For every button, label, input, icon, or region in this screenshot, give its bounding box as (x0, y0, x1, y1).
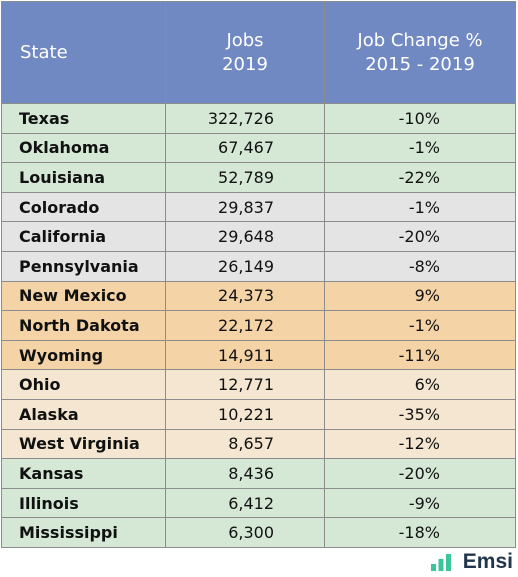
table-row: Mississippi 6,300 -18% (1, 517, 516, 548)
table-row: Pennsylvania 26,149 -8% (1, 250, 516, 282)
job-change-cell: -18% (324, 517, 516, 548)
bar-chart-icon (430, 554, 451, 571)
table-row: Illinois 6,412 -9% (1, 487, 516, 519)
jobs-cell: 6,300 (165, 517, 325, 548)
header-change-line1: Job Change % (357, 29, 483, 51)
job-change-cell: 9% (324, 280, 516, 312)
job-change-cell: -1% (324, 191, 516, 223)
state-cell: Alaska (1, 398, 166, 430)
header-jobs-line1: Jobs (226, 29, 264, 51)
table-row: Ohio 12,771 6% (1, 369, 516, 400)
jobs-cell: 12,771 (165, 369, 325, 400)
job-change-cell: -11% (324, 339, 516, 371)
jobs-cell: 8,657 (165, 428, 325, 460)
jobs-cell: 22,172 (165, 310, 325, 341)
header-change-line2: 2015 - 2019 (365, 53, 475, 75)
state-cell: Pennsylvania (1, 250, 166, 282)
jobs-cell: 24,373 (165, 280, 325, 312)
table-row: Louisiana 52,789 -22% (1, 162, 516, 193)
jobs-cell: 67,467 (165, 132, 325, 164)
table-row: Kansas 8,436 -20% (1, 458, 516, 489)
jobs-cell: 26,149 (165, 250, 325, 282)
state-cell: Oklahoma (1, 132, 166, 164)
table-body: Texas 322,726 -10% Oklahoma 67,467 -1% Louisia… (1, 103, 516, 548)
header-job-change: Job Change % 2015 - 2019 (324, 1, 516, 104)
jobs-cell: 6,412 (165, 487, 325, 519)
job-change-cell: -10% (324, 103, 516, 134)
state-cell: Colorado (1, 191, 166, 223)
header-jobs-line2: 2019 (222, 53, 268, 75)
state-cell: Ohio (1, 369, 166, 400)
job-change-cell: -20% (324, 458, 516, 489)
jobs-cell: 8,436 (165, 458, 325, 489)
table-row: Texas 322,726 -10% (1, 103, 516, 134)
table-row: Oklahoma 67,467 -1% (1, 132, 516, 164)
jobs-table: State Jobs 2019 Job Change % 2015 - 2019… (1, 1, 516, 548)
job-change-cell: -35% (324, 398, 516, 430)
logo-text: Emsi (462, 550, 513, 573)
emsi-logo: Emsi (430, 550, 513, 573)
state-cell: Kansas (1, 458, 166, 489)
table-row: Wyoming 14,911 -11% (1, 339, 516, 371)
job-change-cell: -1% (324, 132, 516, 164)
job-change-cell: -9% (324, 487, 516, 519)
jobs-cell: 29,648 (165, 221, 325, 252)
job-change-cell: -20% (324, 221, 516, 252)
job-change-cell: -12% (324, 428, 516, 460)
state-cell: Wyoming (1, 339, 166, 371)
state-cell: Illinois (1, 487, 166, 519)
table-row: West Virginia 8,657 -12% (1, 428, 516, 460)
table-row: New Mexico 24,373 9% (1, 280, 516, 312)
state-cell: Mississippi (1, 517, 166, 548)
header-row: State Jobs 2019 Job Change % 2015 - 2019 (1, 1, 516, 104)
state-cell: New Mexico (1, 280, 166, 312)
table-row: California 29,648 -20% (1, 221, 516, 252)
state-cell: Texas (1, 103, 166, 134)
header-jobs: Jobs 2019 (165, 1, 325, 104)
job-change-cell: -22% (324, 162, 516, 193)
header-state-label: State (20, 41, 68, 63)
state-cell: North Dakota (1, 310, 166, 341)
jobs-cell: 14,911 (165, 339, 325, 371)
jobs-cell: 322,726 (165, 103, 325, 134)
state-cell: Louisiana (1, 162, 166, 193)
table-row: North Dakota 22,172 -1% (1, 310, 516, 341)
jobs-cell: 52,789 (165, 162, 325, 193)
jobs-cell: 29,837 (165, 191, 325, 223)
state-cell: West Virginia (1, 428, 166, 460)
table-row: Alaska 10,221 -35% (1, 398, 516, 430)
header-state: State (1, 1, 166, 104)
state-cell: California (1, 221, 166, 252)
jobs-cell: 10,221 (165, 398, 325, 430)
table-row: Colorado 29,837 -1% (1, 191, 516, 223)
job-change-cell: -8% (324, 250, 516, 282)
job-change-cell: 6% (324, 369, 516, 400)
job-change-cell: -1% (324, 310, 516, 341)
